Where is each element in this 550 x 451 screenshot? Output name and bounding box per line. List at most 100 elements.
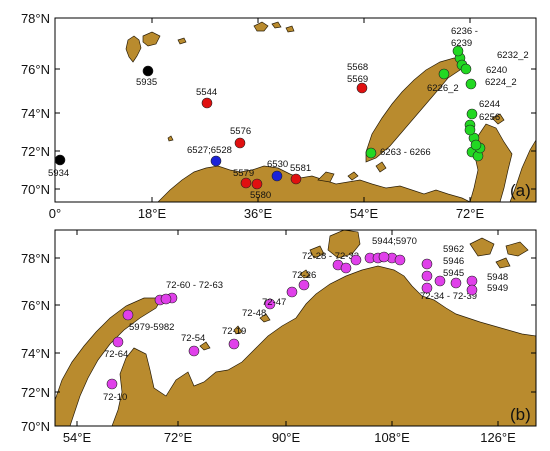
station-label: 6232_2 — [497, 50, 529, 61]
station-label: 6527;6528 — [187, 145, 232, 156]
lat-tick-label: 74°N — [21, 106, 50, 121]
station-marker — [465, 78, 477, 90]
station-marker — [470, 139, 482, 151]
station-marker — [160, 293, 172, 305]
station-label: 5934 — [48, 168, 69, 179]
station-label: 72-26 — [292, 270, 316, 281]
station-marker — [298, 279, 310, 291]
lat-tick-label: 76°N — [21, 62, 50, 77]
lon-tick-label: 126°E — [480, 430, 516, 445]
station-marker — [421, 270, 433, 282]
station-marker — [290, 173, 302, 185]
station-marker — [142, 65, 154, 77]
station-marker — [356, 82, 368, 94]
station-marker — [122, 309, 134, 321]
panel-b-landmasses — [55, 230, 536, 426]
kolguev-land — [347, 171, 359, 181]
station-marker — [210, 155, 222, 167]
panel-a: 78°N 76°N 74°N 72°N 70°N 0° 18°E 36°E 54°E 72°E 5… — [21, 11, 537, 221]
lon-tick-label: 72°E — [164, 430, 193, 445]
lat-tick-label: 70°N — [21, 419, 50, 434]
lon-tick-label: 36°E — [244, 206, 273, 221]
panel-a-stations: 5934 5935 5544 5576 6527;6528 5579 5580 6530 558… — [48, 26, 529, 201]
station-label: 5948 — [487, 272, 508, 283]
panel-a-landmasses — [125, 21, 536, 202]
station-label: 72-47 — [262, 297, 286, 308]
franz-josef-land — [253, 21, 295, 33]
station-label: 72-10 — [103, 392, 127, 403]
station-label: 72-64 — [104, 349, 128, 360]
station-marker — [466, 275, 478, 287]
lat-tick-label: 78°N — [21, 251, 50, 266]
station-marker — [464, 124, 476, 136]
kong-karl-land — [177, 37, 187, 45]
bolshevik-islet-land — [299, 269, 311, 279]
panel-b-letter: (b) — [510, 405, 531, 424]
station-marker — [286, 286, 298, 298]
panel-a-letter: (a) — [510, 181, 531, 200]
station-marker — [421, 258, 433, 270]
lon-tick-label: 0° — [49, 206, 61, 221]
lat-tick-label: 72°N — [21, 144, 50, 159]
station-label: 6244 — [479, 99, 500, 110]
station-marker — [466, 108, 478, 120]
station-label: 5935 — [136, 77, 157, 88]
station-label: 5949 — [487, 283, 508, 294]
station-label: 5568 — [347, 62, 368, 73]
station-label: 5576 — [230, 126, 251, 137]
svalbard-east-land — [142, 31, 161, 47]
station-label: 72-34 - 72-39 — [420, 291, 477, 302]
station-marker — [264, 298, 276, 310]
lon-tick-label: 54°E — [63, 430, 92, 445]
station-marker — [460, 63, 472, 75]
bear-island-land — [167, 135, 174, 142]
lat-tick-label: 70°N — [21, 182, 50, 197]
station-marker — [394, 254, 406, 266]
panel-b-frame — [54, 229, 537, 427]
station-marker — [201, 97, 213, 109]
station-label: 72-28 - 72-32 — [302, 251, 359, 262]
station-marker — [438, 68, 450, 80]
lat-tick-label: 76°N — [21, 298, 50, 313]
station-marker — [350, 254, 362, 266]
panel-a-frame — [54, 17, 537, 203]
siberia-mainland-land — [111, 265, 536, 426]
station-marker — [271, 170, 283, 182]
station-marker — [452, 45, 464, 57]
new-siberian-islands-land — [469, 237, 529, 269]
station-label: 5979-5982 — [129, 322, 174, 333]
lon-tick-label: 18°E — [138, 206, 167, 221]
station-marker — [466, 284, 478, 296]
lat-tick-label: 72°N — [21, 385, 50, 400]
severnaya-zemlya-b-land — [309, 245, 325, 259]
station-marker — [54, 154, 66, 166]
station-label: 5579 — [233, 168, 254, 179]
svalbard-land — [125, 35, 142, 63]
station-label: 5580 — [250, 190, 271, 201]
station-marker — [365, 147, 377, 159]
station-marker — [434, 275, 446, 287]
station-label: 5945 — [443, 268, 464, 279]
lon-tick-label: 90°E — [272, 430, 301, 445]
station-label: 5569 — [347, 74, 368, 85]
station-label: 72-48 — [242, 308, 266, 319]
station-label: 6236 - — [451, 26, 478, 37]
station-label: 6240 — [486, 65, 507, 76]
station-marker — [234, 137, 246, 149]
station-label: 6226_2 — [427, 83, 459, 94]
panel-b-axes: 78°N 76°N 74°N 72°N 70°N 54°E 72°E 90°E 108°E 126… — [21, 230, 536, 445]
panel-b: 78°N 76°N 74°N 72°N 70°N 54°E 72°E 90°E 108°E 126… — [21, 229, 537, 445]
station-label: 72-60 - 72-63 — [166, 280, 223, 291]
lon-tick-label: 54°E — [350, 206, 379, 221]
station-label: 6224_2 — [485, 77, 517, 88]
station-label: 6263 - 6266 — [380, 147, 431, 158]
bely-island-land — [491, 113, 505, 125]
station-label: 6530 — [267, 159, 288, 170]
station-marker — [188, 345, 200, 357]
panel-a-axes: 78°N 76°N 74°N 72°N 70°N 0° 18°E 36°E 54°E 72°E — [21, 11, 536, 221]
station-label: 5581 — [290, 163, 311, 174]
station-marker — [450, 277, 462, 289]
station-marker — [421, 282, 433, 294]
station-label: 5962 — [443, 244, 464, 255]
